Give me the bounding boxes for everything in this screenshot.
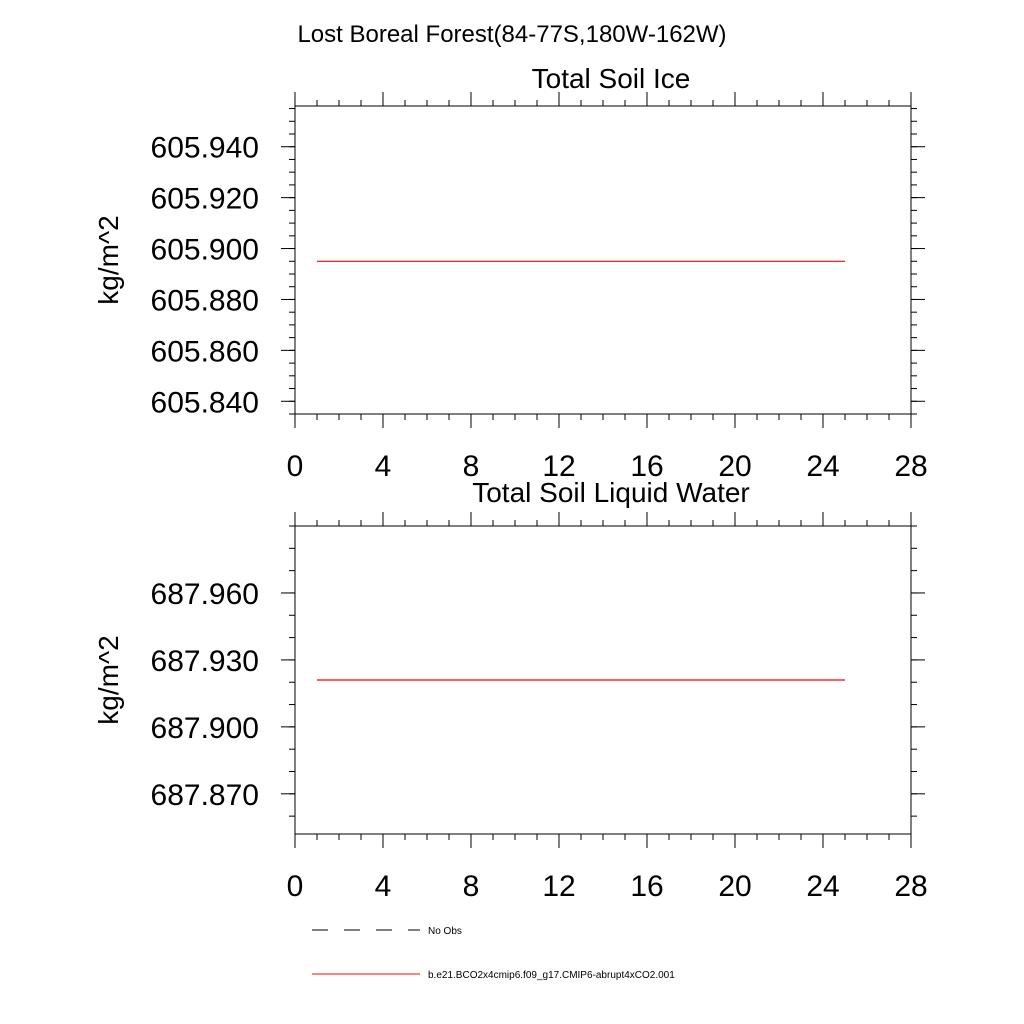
soil-liquid-water-xtick-label: 12 xyxy=(542,870,575,903)
figure-suptitle: Lost Boreal Forest(84-77S,180W-162W) xyxy=(297,21,726,48)
soil-liquid-water-ytick-label: 687.900 xyxy=(151,712,259,745)
soil-liquid-water-xtick-label: 24 xyxy=(806,870,839,903)
soil-liquid-water-xtick-label: 4 xyxy=(375,870,392,903)
soil-liquid-water-title: Total Soil Liquid Water xyxy=(472,477,750,508)
soil-ice-xtick-label: 8 xyxy=(463,450,480,483)
legend-label-model-run: b.e21.BCO2x4cmip6.f09_g17.CMIP6-abrupt4x… xyxy=(428,970,675,981)
soil-ice-ytick-label: 605.840 xyxy=(151,386,259,419)
soil-ice-xtick-label: 24 xyxy=(806,450,839,483)
soil-liquid-water-ytick-label: 687.870 xyxy=(151,779,259,812)
soil-liquid-water-ytick-label: 687.960 xyxy=(151,578,259,611)
soil-liquid-water-xtick-label: 0 xyxy=(287,870,304,903)
soil-ice-xtick-label: 16 xyxy=(630,450,663,483)
soil-ice-ylabel: kg/m^2 xyxy=(93,215,124,304)
soil-liquid-water-xtick-label: 8 xyxy=(463,870,480,903)
soil-ice-ytick-label: 605.900 xyxy=(151,234,259,267)
soil-ice-xtick-label: 12 xyxy=(542,450,575,483)
soil-ice-xtick-label: 20 xyxy=(718,450,751,483)
legend: No Obs b.e21.BCO2x4cmip6.f09_g17.CMIP6-a… xyxy=(312,926,675,981)
soil-ice-xtick-label: 4 xyxy=(375,450,392,483)
soil-ice-ytick-label: 605.860 xyxy=(151,335,259,368)
soil-liquid-water-xtick-label: 28 xyxy=(894,870,927,903)
soil-liquid-water-xtick-label: 20 xyxy=(718,870,751,903)
soil-liquid-water-xtick-label: 16 xyxy=(630,870,663,903)
soil-ice-ytick-label: 605.920 xyxy=(151,183,259,216)
soil-ice-ytick-label: 605.880 xyxy=(151,284,259,317)
soil-ice-title: Total Soil Ice xyxy=(532,63,691,94)
soil-ice-xtick-label: 28 xyxy=(894,450,927,483)
soil-liquid-water-ytick-label: 687.930 xyxy=(151,645,259,678)
soil-ice-panel: Total Soil Ice kg/m^2 605.840 605.860 605.88… xyxy=(93,63,928,483)
soil-ice-ytick-label: 605.940 xyxy=(151,132,259,165)
soil-liquid-water-ylabel: kg/m^2 xyxy=(93,635,124,724)
soil-ice-xtick-label: 0 xyxy=(287,450,304,483)
legend-label-no-obs: No Obs xyxy=(428,926,462,937)
soil-liquid-water-panel: Total Soil Liquid Water kg/m^2 687.870 687.… xyxy=(93,477,928,903)
